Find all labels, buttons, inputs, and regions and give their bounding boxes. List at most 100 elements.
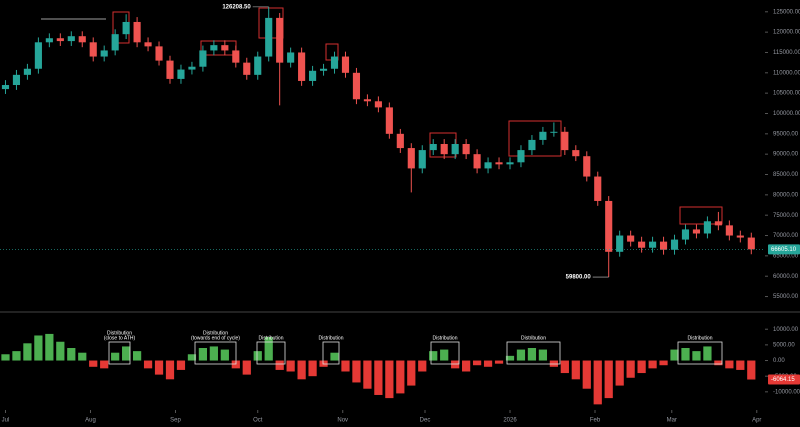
candle-body — [221, 45, 229, 51]
highlight-box — [679, 206, 723, 225]
candle-body — [78, 36, 86, 43]
candle-body — [254, 56, 262, 75]
y-tick-label: 70000.00 — [773, 233, 799, 239]
annotation-label: Distribution — [432, 335, 457, 341]
x-tick-label: Nov — [337, 418, 348, 424]
histogram-bar — [483, 360, 493, 367]
candle-body — [714, 221, 722, 226]
x-tick-label: Oct — [253, 418, 263, 424]
candle-body — [451, 144, 459, 155]
x-tick-label: Feb — [590, 418, 601, 424]
candle-body — [177, 69, 185, 79]
marker-label: 126208.50 — [222, 4, 251, 10]
histogram-bar — [198, 348, 208, 361]
candle-body — [616, 235, 624, 252]
candle-body — [659, 241, 668, 250]
annotation-label: Distribution — [687, 335, 712, 341]
candle-body — [681, 229, 690, 240]
x-tick-label: Sep — [170, 418, 181, 424]
histogram-bar — [429, 351, 438, 361]
candle-body — [232, 50, 240, 63]
histogram-bar — [440, 349, 449, 361]
histogram-bar — [132, 351, 142, 361]
candle-body — [396, 133, 404, 149]
histogram-bar — [220, 349, 229, 361]
candle-body — [418, 150, 426, 169]
candle-body — [34, 42, 42, 69]
annotation-label: Distribution — [318, 335, 343, 341]
histogram-bar — [407, 360, 416, 386]
histogram-bar — [615, 360, 624, 386]
candle-body — [506, 162, 514, 165]
y-tick-label: 100000.00 — [773, 111, 800, 117]
histogram-bar — [341, 360, 350, 372]
histogram-bar — [582, 360, 591, 389]
histogram-bar — [626, 360, 635, 378]
x-tick-label: Jul — [2, 418, 10, 424]
annotation-box — [194, 341, 237, 365]
candle-body — [670, 239, 679, 250]
histogram-bar — [330, 352, 339, 361]
histogram-bar — [593, 360, 602, 405]
histogram-bar — [472, 360, 482, 366]
candle-body — [649, 241, 657, 248]
last-price-tag — [768, 244, 800, 255]
histogram-bar — [23, 343, 32, 361]
candle-body — [473, 154, 481, 169]
candle-body — [298, 52, 306, 81]
histogram-bar — [637, 360, 646, 374]
y-tick-label: 0.00 — [773, 358, 785, 364]
candle-body — [627, 235, 635, 242]
candle-body — [517, 150, 525, 163]
annotation-box — [256, 341, 286, 365]
x-tick-label: Apr — [752, 418, 761, 424]
candle-body — [276, 17, 284, 63]
histogram-bar — [264, 337, 273, 361]
y-tick-label: 105000.00 — [773, 91, 800, 97]
candle-body — [330, 56, 339, 69]
candle-body — [243, 62, 251, 75]
histogram-bar — [571, 360, 580, 380]
histogram-bar — [374, 360, 383, 395]
y-tick-label: 65000.00 — [773, 253, 799, 259]
histogram-bar — [385, 360, 394, 399]
annotation-label: (towards end of cycle) — [191, 335, 240, 341]
last-price-label: 66605.10 — [771, 247, 797, 253]
annotation-label: Distribution — [107, 330, 132, 336]
histogram-bar — [494, 360, 504, 364]
marker-label: 59800.00 — [566, 275, 592, 281]
candle-body — [199, 50, 207, 67]
histogram-bar — [659, 360, 668, 366]
histogram-bar — [297, 360, 306, 380]
histogram-bar — [527, 348, 537, 361]
candle-body — [407, 148, 415, 169]
histogram-bar — [692, 351, 701, 361]
histogram-bar — [670, 349, 679, 361]
histogram-bar — [462, 360, 471, 372]
annotation-box — [322, 341, 340, 365]
histogram-bar — [308, 360, 317, 377]
annotation-box — [430, 341, 460, 365]
candle-body — [703, 221, 711, 234]
candle-body — [89, 42, 97, 57]
histogram-bar — [242, 360, 251, 375]
histogram-bar — [560, 360, 569, 374]
candle-body — [155, 46, 163, 61]
histogram-bar — [209, 346, 218, 361]
histogram-bar — [176, 360, 186, 370]
candle-body — [528, 139, 536, 151]
histogram-bar — [1, 354, 10, 361]
candle-body — [23, 68, 31, 75]
histogram-bar — [100, 360, 109, 369]
annotation-label: Distribution — [258, 335, 283, 341]
y-tick-label: -10000.00 — [773, 389, 800, 395]
histogram-bar — [604, 360, 613, 399]
histogram-bar — [516, 349, 526, 361]
histogram-bar — [648, 360, 657, 369]
highlight-box — [508, 120, 562, 157]
candle-body — [594, 176, 602, 201]
candle-body — [319, 68, 328, 71]
histogram-bar — [363, 360, 372, 389]
candle-body — [341, 56, 350, 73]
